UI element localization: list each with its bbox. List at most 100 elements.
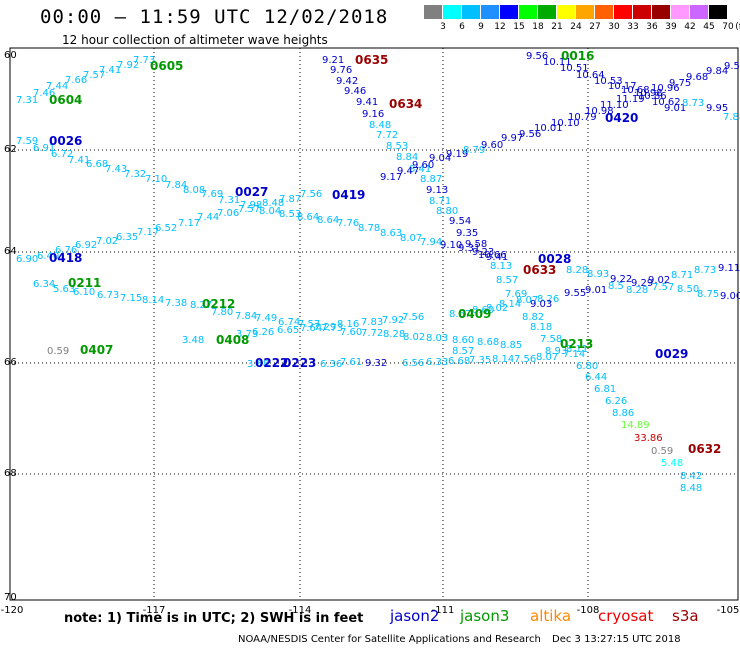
wave-height-value: 9.56 (519, 129, 542, 140)
color-scale-unit: (ft) (735, 22, 740, 32)
wave-height-value: 9.75 (669, 78, 692, 89)
wave-height-value: 9.56 (526, 51, 549, 62)
wave-height-value: 10.64 (576, 70, 605, 81)
color-scale-cell (595, 5, 614, 19)
wave-height-value: 5.63 (53, 284, 76, 295)
lat-label-66: 66 (4, 357, 17, 368)
color-scale-cell (519, 5, 538, 19)
color-scale-label: 18 (532, 22, 544, 32)
wave-height-value: 8.86 (612, 408, 635, 419)
color-scale-label: 30 (608, 22, 620, 32)
color-scale-cell (481, 5, 500, 19)
wave-height-value: 6.68 (86, 159, 109, 170)
wave-height-value: 9.60 (481, 140, 504, 151)
wave-height-value: 9.21 (322, 55, 345, 66)
page-title: 00:00 – 11:59 UTC 12/02/2018 (40, 6, 389, 28)
color-scale-label: 6 (459, 22, 465, 32)
wave-height-value: 3.48 (182, 335, 205, 346)
wave-height-value: 9.17 (380, 172, 403, 183)
wave-height-value: 8.11 (566, 344, 589, 355)
page-subtitle: 12 hour collection of altimeter wave hei… (62, 33, 328, 47)
wave-height-value: 9.16 (362, 109, 385, 120)
wave-height-value: 7.49 (255, 313, 278, 324)
pass-time-label: 0634 (389, 97, 423, 111)
wave-height-value: 9.19 (446, 149, 469, 160)
wave-height-value: 6.44 (585, 372, 608, 383)
wave-height-value: 10.96 (651, 83, 680, 94)
wave-height-value: 7.35 (469, 355, 492, 366)
wave-height-value: 6.68 (448, 356, 471, 367)
wave-height-value: 9.97 (501, 133, 524, 144)
grid-lines (10, 48, 738, 600)
wave-height-value: 8.02 (486, 303, 509, 314)
wave-height-value: 9.23 (472, 247, 495, 258)
wave-height-value: 9.22 (610, 274, 633, 285)
wave-height-value: 8.26 (537, 294, 560, 305)
wave-height-value: 10.53 (594, 76, 623, 87)
wave-height-value: 7.66 (65, 75, 88, 86)
wave-height-value: 7.73 (133, 55, 156, 66)
wave-height-value: 9.01 (585, 285, 608, 296)
wave-height-value: 8.53 (386, 141, 409, 152)
pass-time-label: 0419 (332, 188, 366, 202)
pass-time-label: 0026 (49, 134, 83, 148)
wave-height-value: 7.56 (514, 354, 537, 365)
wave-height-value: 8.71 (671, 270, 694, 281)
wave-height-value: 9.01 (664, 103, 687, 114)
wave-height-value: 10.62 (652, 97, 681, 108)
wave-height-value: 9.10 (440, 240, 463, 251)
legend-jason3: jason3 (460, 607, 510, 625)
wave-height-value: 7.80 (211, 307, 234, 318)
wave-height-value: 7.32 (124, 169, 147, 180)
wave-height-value: 6.80 (576, 361, 599, 372)
wave-height-value: 7.31 (218, 195, 241, 206)
lon-label-117: -117 (142, 605, 166, 616)
map-frame (9, 47, 739, 601)
wave-height-value: 10.17 (608, 81, 637, 92)
pass-time-label: 0211 (68, 276, 102, 290)
wave-height-value: 8.14 (499, 299, 522, 310)
timestamp-text: Dec 3 13:27:15 UTC 2018 (552, 634, 681, 645)
wave-height-value: 7.73 (321, 323, 344, 334)
pass-time-label: 0222 (255, 356, 289, 370)
wave-height-value: 9.54 (449, 216, 472, 227)
wave-height-value: 7.72 (376, 130, 399, 141)
lon-label-120: -120 (0, 605, 24, 616)
color-scale-label: 39 (665, 22, 677, 32)
wave-height-value: 7.44 (197, 212, 220, 223)
wave-height-value: 7.88 (723, 112, 740, 123)
color-scale-label: 12 (494, 22, 506, 32)
wave-height-value: 8.07 (536, 352, 559, 363)
wave-height-value: 6.73 (97, 290, 120, 301)
color-scale-cell (709, 5, 728, 19)
wave-height-value: 7.41 (99, 65, 122, 76)
wave-height-value: 8.75 (697, 289, 720, 300)
pass-time-label: 0028 (538, 252, 572, 266)
wave-height-value: 7.94 (420, 237, 443, 248)
wave-height-value: 9.55 (564, 288, 587, 299)
wave-height-value: 6.26 (252, 327, 275, 338)
wave-height-value: 9.84 (706, 66, 729, 77)
wave-height-value: 8.63 (380, 228, 403, 239)
wave-height-value: 7.38 (165, 298, 188, 309)
wave-height-value: 9.02 (648, 275, 671, 286)
lon-label-111: -111 (431, 605, 455, 616)
wave-height-value: 8.13 (490, 261, 513, 272)
wave-height-value: 8.28 (566, 265, 589, 276)
wave-height-value: 8.16 (337, 319, 360, 330)
wave-height-value: 9.00 (720, 291, 740, 302)
wave-height-value: 7.15 (120, 293, 143, 304)
wave-height-value: 8.67 (449, 309, 472, 320)
wave-height-value: 9.52 (724, 61, 740, 72)
wave-height-value: 6.65 (277, 325, 300, 336)
color-scale-label: 24 (570, 22, 582, 32)
credit-text: NOAA/NESDIS Center for Satellite Applica… (238, 634, 541, 645)
wave-height-value: 7.43 (105, 164, 128, 175)
wave-height-value: 9.13 (426, 185, 449, 196)
wave-height-value: 7.76 (337, 218, 360, 229)
wave-height-value: 33.86 (634, 433, 663, 444)
pass-time-label: 0418 (49, 251, 83, 265)
wave-height-value: 9.42 (336, 76, 359, 87)
wave-height-value: 7.60 (340, 327, 363, 338)
